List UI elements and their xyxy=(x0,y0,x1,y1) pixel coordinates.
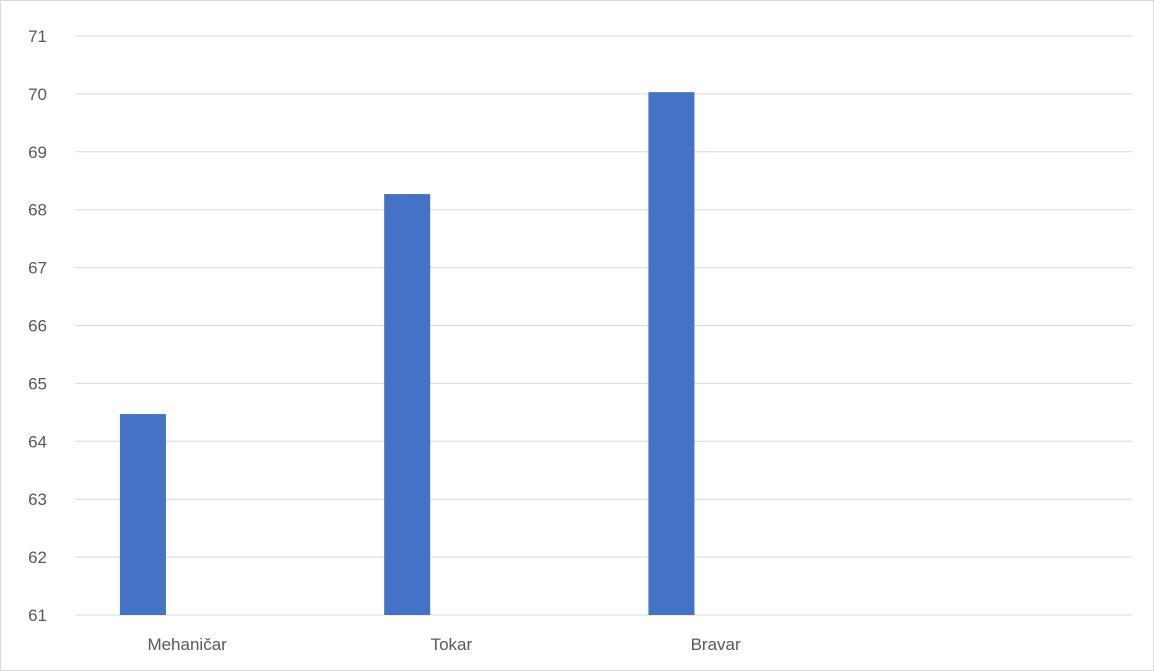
y-tick-label: 68 xyxy=(28,201,47,220)
y-tick-label: 71 xyxy=(28,27,47,46)
x-category-label: Bravar xyxy=(691,635,741,654)
y-tick-label: 61 xyxy=(28,606,47,625)
y-tick-label: 70 xyxy=(28,85,47,104)
y-tick-label: 63 xyxy=(28,490,47,509)
y-tick-label: 62 xyxy=(28,548,47,567)
y-axis-ticks: 61 62 63 64 65 66 67 68 69 70 71 xyxy=(28,27,47,625)
y-tick-label: 64 xyxy=(28,432,47,451)
x-category-label: Tokar xyxy=(431,635,473,654)
y-tick-label: 65 xyxy=(28,374,47,393)
bars xyxy=(119,92,695,615)
bar-Mehaničar xyxy=(119,414,166,615)
y-tick-label: 69 xyxy=(28,143,47,162)
y-tick-label: 67 xyxy=(28,259,47,278)
gridlines xyxy=(75,35,1132,616)
x-axis-categories: Mehaničar Tokar Bravar xyxy=(147,635,741,654)
bar-Bravar xyxy=(648,92,695,615)
bar-Tokar xyxy=(384,194,431,615)
y-tick-label: 66 xyxy=(28,317,47,336)
x-category-label: Mehaničar xyxy=(147,635,227,654)
